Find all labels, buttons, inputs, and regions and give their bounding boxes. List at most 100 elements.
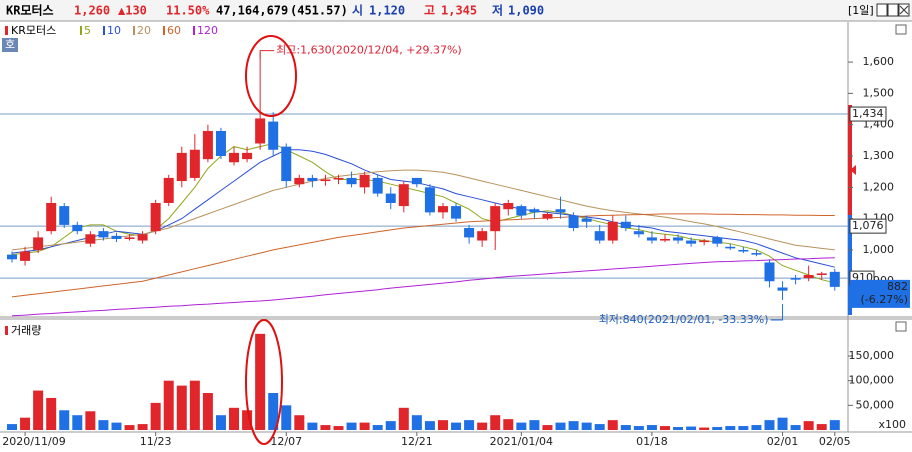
candle-body: [660, 238, 670, 241]
volume-bar: [46, 397, 57, 430]
candle-body: [803, 274, 814, 279]
candle-body: [633, 231, 644, 235]
volume-bar: [451, 422, 462, 430]
amount: (451.57): [290, 4, 348, 18]
candle-body: [411, 177, 422, 185]
min-leader: [770, 304, 784, 321]
panel-button[interactable]: [895, 24, 907, 35]
maximize-button[interactable]: [887, 3, 899, 17]
candle-body: [555, 209, 566, 213]
candle-body: [85, 234, 96, 244]
high-value: 1,345: [441, 4, 477, 18]
volume-bar: [307, 422, 318, 430]
min-annotation: 최저:840(2021/02/01, -33.33%): [599, 313, 769, 326]
max-annotation: 최고:1,630(2020/12/04, +29.37%): [276, 44, 462, 57]
volume-bar: [594, 424, 605, 430]
candle-body: [33, 237, 44, 250]
candle-body: [20, 251, 31, 261]
volume-bar: [738, 426, 749, 430]
candle-body: [242, 152, 253, 160]
volume-bar: [673, 427, 684, 430]
current-price: 882: [887, 280, 908, 293]
high-label: 고: [424, 4, 435, 18]
candle-body: [712, 237, 723, 244]
candle-body: [307, 177, 318, 182]
panel-button[interactable]: [895, 321, 907, 332]
volume-bar: [20, 417, 31, 430]
candle-body: [829, 271, 840, 287]
period-button[interactable]: [1일]: [848, 3, 874, 17]
candle-body: [790, 278, 801, 280]
current-change: (-6.27%): [861, 293, 909, 306]
candle-body: [777, 287, 788, 291]
toggle-button[interactable]: [2, 38, 18, 52]
candle-body: [516, 206, 527, 216]
volume-bar: [72, 415, 83, 430]
volume-bar: [372, 425, 383, 430]
y-tick-label: 1,500: [863, 86, 895, 99]
legend-swatch: [163, 26, 165, 35]
volume-bar: [176, 385, 187, 430]
volume-bar: [98, 420, 109, 430]
volume-bar: [111, 422, 122, 430]
header-bar: [0, 0, 912, 21]
y-tick-label: 1,200: [863, 180, 895, 193]
candle-body: [607, 221, 618, 241]
volume-bar: [202, 393, 213, 430]
reference-box: [849, 106, 887, 122]
ma-line: [11, 213, 835, 298]
candle-body: [699, 240, 710, 243]
x-tick-label: 02/05: [819, 435, 851, 448]
volume-bar: [790, 425, 801, 430]
candle-body: [150, 202, 161, 232]
volume-bar: [189, 380, 200, 430]
unit-label: x100: [878, 418, 906, 431]
volume-bar: [646, 425, 657, 430]
candle-body: [594, 231, 605, 241]
restore-button[interactable]: [876, 3, 888, 17]
candle-body: [137, 234, 148, 241]
volume-bar: [633, 426, 644, 430]
volume-bar: [816, 424, 827, 430]
volume-bar: [398, 407, 409, 430]
candle-body: [451, 206, 462, 219]
open-value: 1,120: [369, 4, 405, 18]
candle-body: [268, 121, 279, 150]
candle-body: [320, 179, 331, 182]
stock-name: KR모터스: [6, 3, 54, 18]
legend-label: 60: [167, 24, 181, 37]
candle-body: [620, 221, 631, 229]
y-tick-label: 1,000: [863, 243, 895, 256]
volume-bar: [581, 422, 592, 430]
volume-bar: [7, 424, 17, 430]
candle-body: [98, 231, 109, 238]
candle-body: [163, 177, 174, 203]
volume-title-marker: [5, 326, 8, 335]
volume-bar: [163, 380, 174, 430]
plot: 9001,0001,1001,2001,3001,4001,5001,6001,…: [0, 24, 910, 448]
highlight-circle: [245, 319, 283, 445]
current-box: [850, 279, 910, 308]
candle-body: [529, 209, 540, 213]
candle-body: [398, 184, 409, 207]
legend-label: 120: [197, 24, 218, 37]
candle-body: [646, 237, 657, 241]
volume-bar: [346, 422, 357, 430]
volume-bar: [686, 426, 697, 430]
legend-marker: [5, 26, 8, 35]
volume-bar: [620, 425, 631, 430]
y-tick-label: 100,000: [849, 374, 895, 387]
candle-body: [372, 177, 383, 194]
low-value: 1,090: [508, 4, 544, 18]
candle-body: [72, 224, 83, 232]
candle-body: [7, 254, 17, 260]
ma-line: [11, 257, 835, 317]
reference-label: 1,076: [852, 219, 884, 232]
volume-bar: [829, 420, 840, 430]
y-tick-label: 1,300: [863, 149, 895, 162]
candle-body: [281, 146, 292, 182]
y-tick-label: 1,600: [863, 55, 895, 68]
volume-bar: [764, 420, 775, 430]
ma-line: [11, 169, 835, 251]
y-tick-label: 50,000: [856, 398, 895, 411]
